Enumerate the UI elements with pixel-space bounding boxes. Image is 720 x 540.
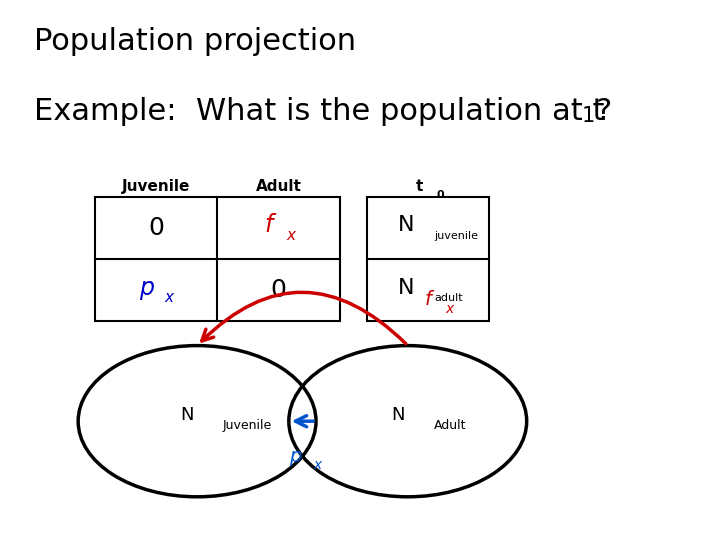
Text: t: t xyxy=(416,179,423,194)
Text: N: N xyxy=(391,406,405,424)
Text: p: p xyxy=(289,447,302,466)
Text: x: x xyxy=(313,458,322,472)
Text: Example:  What is the population at t: Example: What is the population at t xyxy=(34,97,605,126)
Text: x: x xyxy=(164,290,173,305)
Text: Adult: Adult xyxy=(433,419,466,432)
Text: x: x xyxy=(287,228,295,242)
Text: 0: 0 xyxy=(437,190,444,200)
Bar xyxy=(95,197,340,321)
Text: f: f xyxy=(425,290,431,309)
Bar xyxy=(367,197,490,321)
Text: x: x xyxy=(446,302,454,316)
Text: Juvenile: Juvenile xyxy=(223,419,272,432)
Text: Population projection: Population projection xyxy=(34,27,356,56)
Text: f: f xyxy=(264,213,273,238)
Text: ?: ? xyxy=(595,97,611,126)
Text: N: N xyxy=(398,215,415,235)
Text: p: p xyxy=(139,275,153,300)
Text: Adult: Adult xyxy=(256,179,302,194)
Text: adult: adult xyxy=(434,293,463,303)
Text: 0: 0 xyxy=(148,216,164,240)
Text: juvenile: juvenile xyxy=(434,231,478,241)
Text: N: N xyxy=(180,406,194,424)
Text: 0: 0 xyxy=(271,278,287,302)
Text: N: N xyxy=(398,278,415,298)
Text: 1: 1 xyxy=(582,106,595,126)
Text: Juvenile: Juvenile xyxy=(122,179,191,194)
